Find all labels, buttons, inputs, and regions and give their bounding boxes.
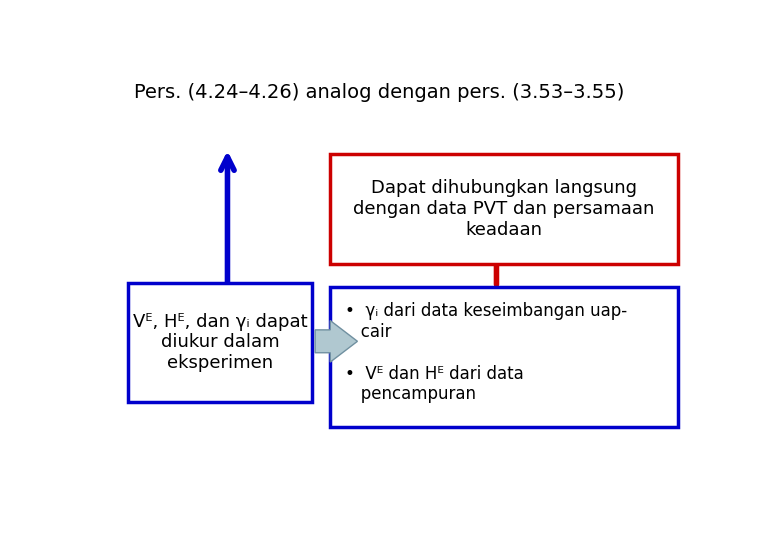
FancyBboxPatch shape (330, 287, 678, 427)
Text: Dapat dihubungkan langsung
dengan data PVT dan persamaan
keadaan: Dapat dihubungkan langsung dengan data P… (353, 179, 654, 239)
FancyBboxPatch shape (128, 283, 312, 402)
Text: Vᴱ, Hᴱ, dan γᵢ dapat
diukur dalam
eksperimen: Vᴱ, Hᴱ, dan γᵢ dapat diukur dalam eksper… (133, 313, 307, 372)
Polygon shape (315, 321, 357, 362)
Text: Pers. (4.24–4.26) analog dengan pers. (3.53–3.55): Pers. (4.24–4.26) analog dengan pers. (3… (134, 83, 624, 102)
Text: •  γᵢ dari data keseimbangan uap-
   cair

•  Vᴱ dan Hᴱ dari data
   pencampuran: • γᵢ dari data keseimbangan uap- cair • … (346, 302, 627, 403)
FancyBboxPatch shape (330, 154, 678, 265)
